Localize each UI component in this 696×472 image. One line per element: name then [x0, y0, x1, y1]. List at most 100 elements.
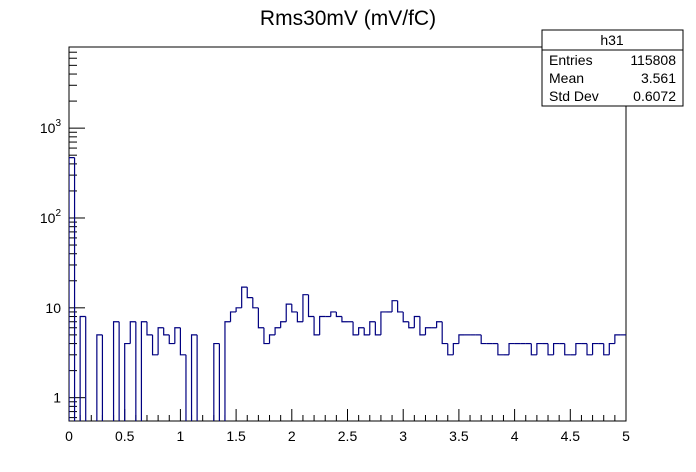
stats-value-std-dev: 0.6072	[633, 88, 676, 104]
histogram-bin	[508, 342, 515, 355]
histogram-bin	[397, 300, 404, 313]
histogram-bin	[374, 321, 381, 336]
histogram-bin	[358, 327, 365, 335]
histogram-bin	[79, 315, 86, 421]
stats-value-mean: 3.561	[641, 70, 676, 86]
histogram-bin	[614, 334, 621, 344]
x-tick-label: 3.5	[449, 428, 469, 444]
y-tick-label: 103	[40, 118, 62, 136]
histogram-bin	[575, 342, 582, 355]
x-tick-label: 0.5	[115, 428, 135, 444]
histogram-bin	[458, 334, 465, 344]
histogram-bin	[268, 334, 276, 344]
histogram-bin	[302, 294, 309, 322]
histogram-bin	[591, 342, 599, 355]
chart-title: Rms30mV (mV/fC)	[260, 7, 436, 30]
y-axis: 1 10 102 103	[40, 46, 85, 419]
histogram-bin	[391, 300, 398, 312]
histogram-bin	[341, 316, 348, 323]
histogram-bin	[408, 321, 415, 329]
stats-box-frame	[541, 29, 684, 107]
histogram-bin	[69, 157, 75, 421]
histogram-bin	[608, 342, 615, 355]
histogram-bin	[441, 321, 448, 345]
histogram-bin	[530, 343, 537, 356]
y-tick-label: 10	[45, 300, 61, 316]
histogram-bin	[151, 334, 159, 356]
histogram-bin	[213, 342, 220, 421]
histogram-bin	[330, 311, 337, 317]
histogram-bin	[85, 316, 87, 421]
histogram-bin	[274, 327, 281, 335]
histogram-bin	[157, 327, 164, 355]
histogram-bin	[547, 343, 554, 356]
histogram-bin	[313, 316, 320, 336]
histogram-bin	[536, 342, 543, 355]
histogram-bin	[352, 321, 359, 336]
stats-value-entries: 115808	[630, 52, 676, 68]
histogram-bin	[380, 311, 387, 335]
histogram-bin	[163, 327, 170, 336]
histogram-bin	[285, 303, 292, 322]
histogram-bin	[146, 321, 153, 336]
histogram-bin	[235, 307, 242, 312]
histogram-bin	[369, 321, 376, 335]
x-tick-label: 4.5	[561, 428, 581, 444]
histogram-bin	[363, 327, 370, 336]
histogram-bin	[241, 286, 248, 308]
y-tick-label: 102	[40, 208, 62, 226]
x-tick-label: 2	[288, 428, 296, 444]
histogram-bin	[402, 311, 409, 323]
histogram-bin	[118, 321, 120, 421]
histogram-bin	[452, 342, 459, 355]
histogram-bin	[179, 327, 186, 356]
histogram-bin	[129, 321, 136, 344]
histogram-bin	[252, 297, 259, 309]
x-axis: 0 0.5 1 1.5 2 2.5 3 3.5 4 4.5 5	[65, 409, 630, 444]
histogram-bin	[263, 327, 270, 345]
stats-box: h31 Entries 115808 Mean 3.561 Std Dev 0.…	[541, 29, 684, 107]
histogram-bin	[224, 321, 231, 421]
histogram-bin	[185, 354, 187, 421]
stats-label-entries: Entries	[549, 52, 593, 68]
histogram-bin	[307, 294, 315, 318]
histogram-bin	[497, 343, 504, 356]
histogram-bin	[296, 311, 303, 323]
histogram-bin	[229, 311, 237, 322]
histogram-bin	[552, 342, 560, 355]
y-tick-label: 1	[53, 390, 61, 406]
x-tick-label: 5	[622, 428, 630, 444]
x-tick-label: 4	[511, 428, 519, 444]
histogram-bin	[112, 321, 120, 421]
histogram-bin	[424, 327, 432, 335]
histogram-bin	[564, 343, 571, 356]
histogram-bin	[190, 334, 198, 421]
histogram-bin	[291, 304, 298, 313]
histogram-bin	[603, 343, 610, 356]
histogram-bin	[174, 327, 181, 344]
stats-name: h31	[600, 32, 624, 48]
histogram-bin	[280, 321, 287, 328]
histogram-bin	[436, 321, 443, 328]
histogram-bin	[335, 311, 342, 318]
histogram-bin	[96, 334, 103, 421]
x-tick-label: 1	[177, 428, 185, 444]
histogram-bin	[447, 343, 454, 356]
histogram-bin	[246, 287, 253, 299]
histogram-bin	[101, 334, 104, 421]
histogram-series	[69, 157, 626, 421]
histogram-bin	[140, 321, 147, 421]
x-tick-label: 0	[65, 428, 73, 444]
histogram-bin	[218, 343, 220, 421]
x-tick-label: 1.5	[226, 428, 246, 444]
histogram-bin	[124, 342, 131, 421]
histogram-bin	[168, 334, 175, 345]
stats-label-std-dev: Std Dev	[549, 88, 599, 104]
histogram-bin	[196, 334, 198, 421]
histogram-bin	[135, 321, 137, 421]
histogram-bin	[419, 316, 426, 336]
histogram-bin	[319, 315, 326, 335]
histogram-bin	[586, 343, 593, 356]
histogram-bin	[73, 157, 76, 421]
